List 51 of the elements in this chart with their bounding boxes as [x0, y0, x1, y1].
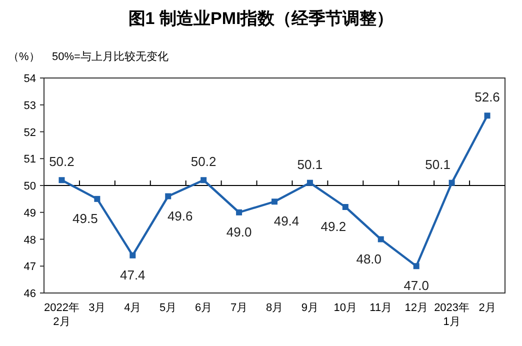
- data-label: 52.6: [474, 90, 500, 105]
- x-tick-label: 9月: [301, 302, 319, 314]
- x-tick-label: 8月: [266, 302, 284, 314]
- data-label: 49.5: [72, 210, 98, 226]
- point: [236, 209, 242, 216]
- y-tick-label: 48: [24, 234, 36, 246]
- y-tick-label: 51: [24, 154, 36, 166]
- point: [58, 177, 65, 184]
- y-tick-label: 46: [24, 288, 36, 300]
- x-tick-label: 11月: [370, 302, 392, 314]
- x-tick-label: 6月: [195, 302, 212, 314]
- data-label: 49.0: [226, 224, 252, 240]
- point: [165, 193, 172, 200]
- chart-title: 图1 制造业PMI指数（经季节调整）: [128, 9, 394, 28]
- text: 50%=与上月比较无变化: [52, 50, 168, 63]
- data-label: 49.6: [167, 208, 193, 224]
- data-label: 50.1: [425, 156, 450, 172]
- point: [484, 112, 490, 119]
- point: [378, 236, 384, 242]
- point: [413, 263, 420, 270]
- point: [272, 198, 278, 205]
- point: [94, 196, 100, 202]
- y-tick-label: 50: [24, 180, 36, 192]
- data-label: 49.2: [320, 219, 346, 234]
- data-label: 50.1: [297, 156, 323, 172]
- y-tick-label: 53: [24, 100, 36, 112]
- x-tick-label: 10月: [334, 302, 358, 314]
- data-label: 50.2: [190, 154, 216, 170]
- data-label: 47.0: [404, 278, 429, 294]
- y-tick-label: 54: [24, 73, 36, 85]
- data-label: 48.0: [356, 251, 382, 266]
- x-tick-label: 5月: [160, 302, 177, 314]
- point: [342, 204, 348, 210]
- data-label: 47.4: [120, 267, 146, 282]
- x-tick-label: 3月: [88, 302, 106, 314]
- point: [200, 177, 207, 184]
- y-tick-label: 49: [24, 207, 36, 220]
- y-tick-label: 47: [24, 261, 36, 274]
- x-tick-label: 2月: [478, 302, 496, 314]
- point: [306, 180, 313, 186]
- data-label: 50.2: [49, 154, 74, 170]
- point: [448, 180, 455, 186]
- x-tick-label: 12月: [404, 302, 428, 314]
- point: [130, 252, 136, 258]
- x-tick-label: 4月: [124, 302, 142, 314]
- data-label: 49.4: [274, 214, 300, 229]
- x-tick-label: 2022年 2月: [44, 302, 80, 328]
- x-tick-label: 2023年 1月: [434, 302, 470, 328]
- y-axis-title: （%）: [8, 51, 40, 63]
- x-tick-label: 7月: [230, 302, 248, 314]
- y-tick-label: 52: [24, 126, 36, 139]
